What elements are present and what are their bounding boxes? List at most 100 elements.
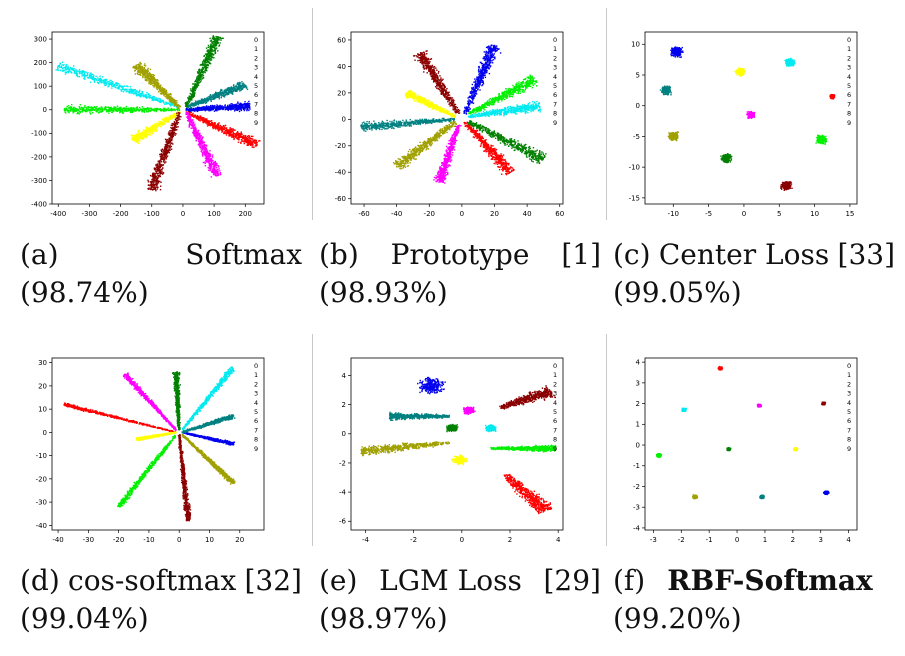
data-point: [156, 166, 158, 169]
data-point: [255, 143, 257, 145]
data-point: [196, 136, 198, 138]
data-point: [200, 98, 203, 100]
data-point: [160, 157, 162, 159]
data-point: [226, 129, 228, 131]
data-point: [221, 108, 223, 110]
data-point: [200, 118, 202, 120]
data-point: [69, 106, 72, 108]
data-point: [170, 142, 172, 144]
data-point: [212, 35, 215, 37]
data-point: [125, 88, 127, 91]
data-point: [152, 98, 155, 100]
data-point: [85, 108, 88, 111]
data-point: [193, 95, 195, 97]
data-point: [175, 120, 178, 122]
data-point: [158, 122, 160, 125]
data-point: [259, 140, 261, 142]
data-point: [107, 106, 109, 108]
data-point: [135, 134, 138, 137]
data-point: [85, 75, 87, 77]
data-point: [209, 163, 212, 166]
data-point: [145, 128, 147, 131]
data-point: [209, 124, 211, 126]
data-point: [83, 76, 86, 79]
data-point: [210, 120, 213, 122]
data-point: [175, 129, 177, 131]
data-point: [64, 73, 67, 75]
data-point: [206, 107, 208, 109]
data-point: [168, 148, 170, 151]
data-point: [201, 119, 204, 121]
data-point: [239, 106, 242, 109]
data-point: [79, 104, 82, 106]
data-point: [153, 109, 156, 111]
data-point: [193, 116, 195, 118]
data-point: [157, 170, 160, 172]
data-point: [177, 126, 179, 128]
data-point: [227, 92, 229, 94]
data-point: [163, 89, 166, 92]
data-point: [84, 110, 87, 113]
data-point: [205, 105, 208, 107]
data-point: [238, 82, 240, 85]
data-point: [224, 106, 227, 108]
data-point: [137, 71, 139, 73]
data-point: [210, 55, 212, 58]
data-point: [192, 93, 195, 95]
data-point: [199, 120, 201, 122]
data-point: [225, 90, 228, 92]
data-point: [162, 152, 165, 154]
data-point: [168, 131, 170, 133]
data-point: [215, 105, 218, 108]
data-point: [205, 53, 208, 55]
data-point: [169, 130, 171, 132]
data-point: [146, 68, 149, 71]
data-point: [200, 144, 202, 147]
data-point: [174, 134, 176, 136]
data-point: [136, 68, 138, 70]
data-point: [237, 134, 239, 137]
data-point: [97, 110, 99, 112]
data-point: [141, 68, 144, 71]
data-point: [211, 169, 214, 172]
data-point: [78, 113, 81, 115]
data-point: [147, 130, 149, 133]
data-point: [147, 134, 149, 136]
data-point: [208, 110, 210, 112]
data-point: [105, 106, 107, 109]
data-point: [112, 109, 115, 111]
data-point: [157, 180, 159, 182]
data-point: [165, 95, 168, 97]
data-point: [171, 129, 174, 132]
data-point: [213, 110, 216, 112]
data-point: [245, 139, 247, 141]
data-point: [208, 154, 211, 156]
data-point: [156, 84, 158, 87]
data-point: [139, 108, 141, 111]
data-point: [247, 108, 249, 111]
data-point: [141, 132, 143, 135]
data-point: [154, 186, 156, 188]
data-point: [251, 138, 254, 140]
data-point: [186, 113, 188, 115]
data-point: [69, 70, 71, 72]
data-point: [169, 93, 171, 95]
data-point: [174, 119, 177, 121]
data-point: [226, 131, 228, 134]
data-point: [233, 104, 235, 106]
data-point: [246, 104, 249, 107]
data-point: [125, 107, 127, 110]
data-point: [230, 106, 232, 108]
data-point: [203, 150, 205, 152]
data-point: [207, 109, 209, 111]
data-point: [210, 59, 213, 61]
data-point: [196, 110, 199, 113]
data-point: [231, 87, 234, 90]
data-point: [202, 145, 205, 148]
data-point: [174, 129, 176, 132]
data-point: [198, 134, 201, 136]
data-point: [96, 81, 99, 83]
data-point: [212, 163, 214, 166]
data-point: [147, 92, 150, 95]
data-point: [199, 116, 202, 119]
